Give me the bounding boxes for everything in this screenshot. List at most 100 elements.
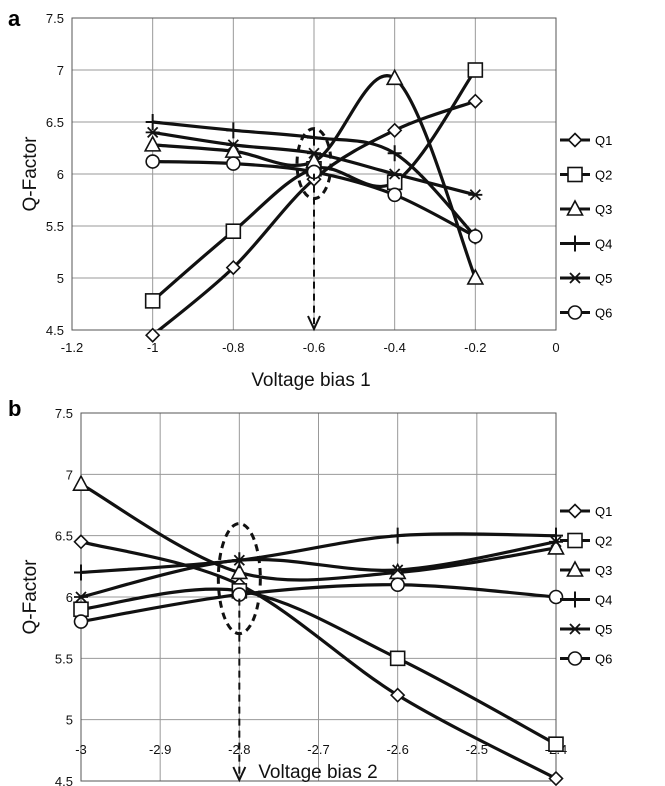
legend-marker <box>567 166 583 183</box>
legend-marker <box>568 591 582 608</box>
legend-item-q4: Q4 <box>560 235 612 252</box>
legend-label: Q4 <box>595 237 612 252</box>
legend-marker <box>567 532 583 549</box>
data-point-q6 <box>468 229 483 244</box>
legend-item-q5: Q5 <box>560 622 612 637</box>
legend-marker <box>566 560 584 577</box>
y-tick-label: 4.5 <box>46 323 64 338</box>
legend-marker <box>568 235 582 252</box>
data-point-q6 <box>548 589 564 605</box>
data-point-q1 <box>387 122 403 138</box>
y-tick-label: 7.5 <box>46 11 64 26</box>
x-tick-label: -0.8 <box>222 340 244 355</box>
legend-label: Q2 <box>595 534 612 549</box>
legend-item-q1: Q1 <box>560 503 612 519</box>
data-point-q1 <box>390 687 406 703</box>
legend-item-q6: Q6 <box>560 651 612 667</box>
legend-item-q5: Q5 <box>560 271 612 286</box>
legend-label: Q3 <box>595 563 612 578</box>
panel-label: b <box>8 396 21 421</box>
data-point-q4 <box>145 114 160 130</box>
legend-label: Q5 <box>595 622 612 637</box>
data-point-q1 <box>467 93 483 109</box>
y-tick-label: 6.5 <box>46 115 64 130</box>
data-point-q2 <box>225 223 242 239</box>
data-point-q4 <box>387 145 402 162</box>
data-point-q5 <box>145 126 160 139</box>
y-tick-label: 5.5 <box>55 651 73 666</box>
data-point-q2 <box>144 293 161 309</box>
data-point-q6 <box>145 154 160 169</box>
data-point-q2 <box>73 601 89 618</box>
panel-a: 4.5 5 5.5 6 6.5 7 7.5 -1.2 -1 -0.8 -0.6 -0.4 -0.2 0 Vo… <box>8 6 612 391</box>
data-point-q5 <box>387 168 402 180</box>
y-tick-label: 5 <box>66 713 73 728</box>
legend-item-q2: Q2 <box>560 166 612 183</box>
annotation-arrow-head <box>232 766 247 783</box>
legend-item-q4: Q4 <box>560 591 612 608</box>
series-line-q6 <box>81 583 556 624</box>
legend-marker <box>567 305 583 320</box>
data-point-q5 <box>307 147 321 159</box>
legend-item-q3: Q3 <box>560 199 612 217</box>
data-point-q6 <box>226 156 241 171</box>
legend-marker <box>567 651 583 666</box>
data-point-q5 <box>226 139 241 151</box>
data-point-q3 <box>72 474 90 491</box>
data-point-q1 <box>145 327 161 343</box>
y-tick-label: 5 <box>57 271 64 286</box>
data-point-q4 <box>226 122 241 139</box>
legend-label: Q4 <box>595 593 612 608</box>
y-tick-label: 6 <box>57 167 64 182</box>
x-tick-label: -0.6 <box>303 340 325 355</box>
x-tick-label: -2.5 <box>466 742 488 757</box>
data-point-q6 <box>73 614 89 629</box>
x-axis-label: Voltage bias 2 <box>258 762 377 783</box>
data-point-q4 <box>307 129 321 146</box>
y-tick-label: 7 <box>66 467 73 482</box>
legend-label: Q5 <box>595 271 612 286</box>
legend-label: Q3 <box>595 202 612 217</box>
x-tick-label: -2.6 <box>386 742 408 757</box>
series-line-q3 <box>81 482 556 582</box>
y-tick-label: 7.5 <box>55 406 73 421</box>
data-point-q1 <box>225 259 241 276</box>
legend-item-q2: Q2 <box>560 532 612 549</box>
y-tick-label: 5.5 <box>46 219 64 234</box>
data-point-q5 <box>232 554 247 566</box>
x-tick-label: -2.9 <box>149 742 171 757</box>
x-tick-label: -1.2 <box>61 340 83 355</box>
legend-label: Q6 <box>595 652 612 667</box>
legend-label: Q1 <box>595 504 612 519</box>
data-point-q2 <box>389 650 406 667</box>
y-tick-label: 6.5 <box>55 529 73 544</box>
y-tick-label: 4.5 <box>55 774 73 786</box>
x-tick-label: -1 <box>147 340 159 355</box>
data-point-q5 <box>390 564 405 576</box>
legend-label: Q6 <box>595 306 612 321</box>
data-point-q2 <box>548 736 564 753</box>
data-point-q2 <box>467 62 484 78</box>
legend-marker <box>568 272 582 284</box>
data-point-q4 <box>74 564 88 581</box>
y-tick-label: 7 <box>57 63 64 78</box>
x-axis-label: Voltage bias 1 <box>251 370 370 391</box>
legend-marker <box>568 623 582 635</box>
annotation-arrow-head <box>307 315 321 332</box>
series-line-q5 <box>81 540 556 599</box>
data-point-q4 <box>390 527 405 544</box>
y-axis-label: Q-Factor <box>20 559 41 635</box>
y-tick-label: 6 <box>66 590 73 605</box>
legend-marker <box>566 199 584 216</box>
y-axis-label: Q-Factor <box>20 136 41 212</box>
data-point-q1 <box>73 534 89 550</box>
data-point-q3 <box>385 68 404 86</box>
series-line-q1 <box>81 540 556 780</box>
panel-b: 4.555.566.577.5-3-2.9-2.8-2.7-2.6-2.5-2.… <box>8 396 612 786</box>
series-line-q4 <box>81 532 556 575</box>
series-group <box>81 482 556 780</box>
x-tick-label: -0.2 <box>464 340 486 355</box>
annotation-ellipse <box>216 522 262 636</box>
